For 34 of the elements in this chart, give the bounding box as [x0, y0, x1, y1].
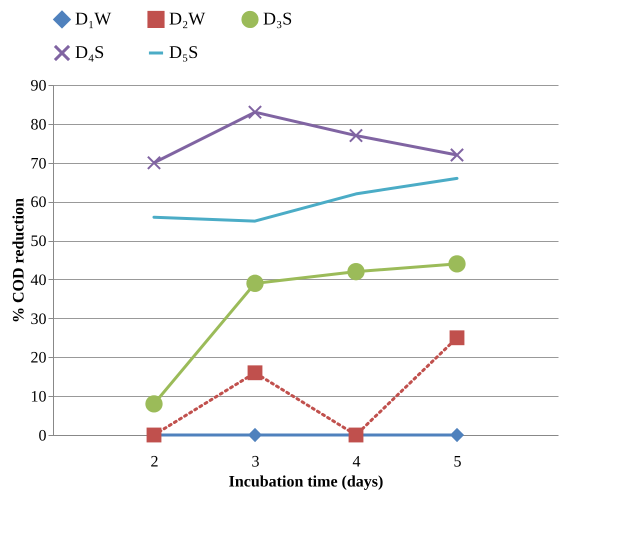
y-tick-label: 60	[30, 194, 46, 212]
point	[347, 263, 365, 280]
y-tick-label: 80	[30, 116, 46, 134]
y-tick-label: 0	[38, 428, 46, 444]
point	[246, 274, 264, 292]
y-tick-label: 30	[30, 310, 46, 328]
legend-label: D₃S	[263, 8, 292, 28]
legend-label: D₄S	[75, 42, 104, 62]
x-axis-title: Incubation time (days)	[228, 474, 384, 490]
x-tick-label: 4	[352, 454, 360, 470]
point	[248, 365, 262, 380]
x-tick-label: 5	[454, 454, 462, 470]
y-tick-label: 40	[30, 272, 46, 289]
y-tick-label: 10	[30, 388, 46, 406]
legend-label: D₁W	[75, 8, 112, 28]
y-tick-label: 90	[30, 78, 46, 94]
point	[145, 395, 163, 413]
point	[248, 105, 262, 120]
point	[450, 428, 464, 442]
point	[450, 330, 464, 346]
point	[348, 128, 364, 143]
y-axis-title: % COD reduction	[10, 198, 28, 324]
x-tick-label: 3	[252, 454, 260, 470]
line-series	[152, 176, 458, 223]
point	[248, 428, 262, 442]
y-tick-label: 70	[30, 155, 46, 172]
legend-label: D₂W	[169, 8, 206, 28]
y-tick-label: 50	[30, 233, 46, 250]
y-tick-label: 20	[30, 350, 46, 367]
point	[448, 255, 466, 273]
legend-label: D₅S	[169, 42, 198, 62]
point	[146, 156, 162, 170]
point	[450, 148, 464, 162]
x-tick-label: 2	[150, 454, 158, 470]
